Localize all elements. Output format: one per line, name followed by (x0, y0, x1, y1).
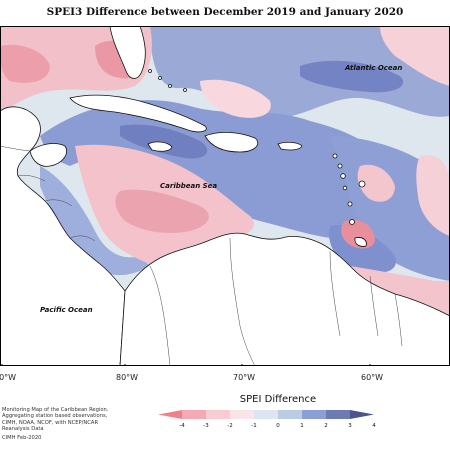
pink-anomaly-northeast (380, 26, 450, 86)
country-borders (0, 145, 403, 366)
legend-tick-label: 2 (324, 423, 328, 429)
blue-anomaly-west (40, 166, 150, 276)
legend-swatch (254, 410, 278, 419)
label-pacific-ocean: Pacific Ocean (40, 306, 93, 314)
pink-anomaly-lesser-antilles (357, 164, 395, 202)
legend-swatches (158, 410, 374, 419)
credit-text: Monitoring Map of the Caribbean Region. … (2, 407, 120, 432)
label-atlantic-ocean: Atlantic Ocean (344, 64, 402, 72)
map-title: SPEI3 Difference between December 2019 a… (46, 6, 404, 18)
legend-swatch (278, 410, 302, 419)
legend-swatch (326, 410, 350, 419)
legend-swatch (206, 410, 230, 419)
pink-anomaly-bahamas (200, 79, 271, 118)
legend-tick-label: -1 (251, 423, 256, 429)
legend-swatch (182, 410, 206, 419)
land-hispaniola (204, 132, 259, 153)
label-caribbean-sea: Caribbean Sea (160, 182, 217, 190)
tick-70w: 70°W (233, 373, 256, 382)
legend-tick-label: -3 (203, 423, 209, 429)
land-puerto-rico (277, 141, 303, 151)
legend-ticks: -4 -3 -2 -1 0 1 2 3 4 (179, 423, 376, 429)
credit-line: CIMH, NOAA, NCOF, with NCEP/NCAR Reanaly… (2, 419, 99, 432)
spei-map: Atlantic Ocean Caribbean Sea Pacific Oce… (0, 26, 450, 366)
legend-title: SPEI Difference (239, 394, 317, 405)
land-cuba (69, 94, 207, 133)
legend-swatch (230, 410, 254, 419)
land-yucatan (29, 143, 67, 167)
legend-tick-label: -2 (227, 423, 232, 429)
legend-swatch (302, 410, 326, 419)
legend-tick-label: 1 (300, 423, 304, 429)
legend-swatch (350, 410, 374, 419)
legend-swatch (158, 410, 182, 419)
land-masses (0, 26, 450, 366)
legend-tick-label: 3 (348, 423, 352, 429)
credit-line: Monitoring Map of the Caribbean Region. (2, 407, 109, 413)
pink-anomaly-caribbean-core (115, 189, 209, 233)
land-trinidad (354, 237, 367, 247)
tick-90w: 90°W (0, 373, 17, 382)
land-florida (109, 26, 146, 79)
color-legend: -4 -3 -2 -1 0 1 2 3 4 (158, 410, 376, 429)
pink-anomaly-northwest-core (0, 44, 50, 83)
land-central-america (0, 106, 126, 366)
dark-blue-core-b (300, 60, 404, 93)
legend-tick-label: 4 (372, 423, 376, 429)
land-jamaica (147, 141, 173, 152)
tick-80w: 80°W (116, 373, 139, 382)
tick-60w: 60°W (361, 373, 384, 382)
legend-tick-label: -4 (179, 423, 185, 429)
longitude-ticks (1, 364, 371, 366)
credit-line: Aggregating station based observations, (2, 413, 108, 420)
dark-blue-core-a (120, 124, 208, 159)
pink-anomaly-east-edge (416, 155, 450, 236)
legend-tick-label: 0 (276, 423, 280, 429)
pink-anomaly-trinidad (341, 219, 375, 249)
credit-date: CIMH Feb-2020 (2, 435, 42, 441)
